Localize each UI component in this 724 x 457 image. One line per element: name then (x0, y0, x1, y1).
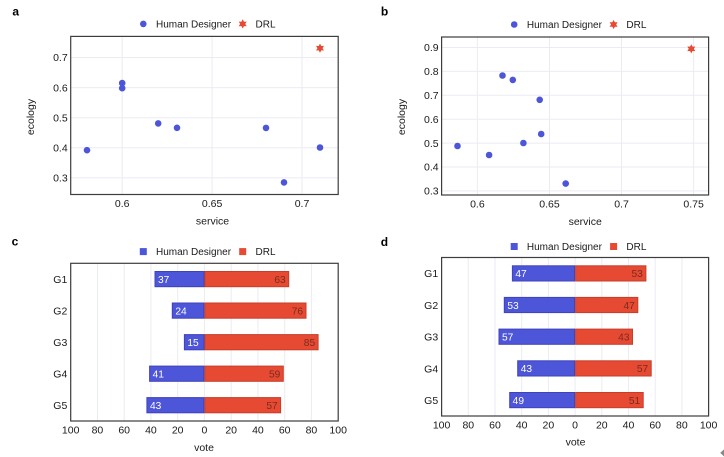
svg-text:Human Designer: Human Designer (156, 247, 232, 258)
svg-text:0.4: 0.4 (424, 162, 439, 174)
svg-text:0.75: 0.75 (683, 199, 704, 211)
svg-text:Human Designer: Human Designer (527, 20, 603, 31)
svg-text:0.7: 0.7 (424, 90, 439, 102)
svg-text:43: 43 (150, 401, 162, 412)
svg-text:24: 24 (175, 306, 187, 317)
svg-text:Human Designer: Human Designer (527, 242, 603, 253)
svg-text:100: 100 (329, 425, 347, 437)
svg-text:57: 57 (502, 332, 514, 343)
svg-text:60: 60 (489, 420, 501, 432)
svg-text:0.65: 0.65 (202, 198, 223, 210)
svg-text:80: 80 (92, 425, 104, 437)
svg-text:57: 57 (637, 364, 649, 375)
svg-text:100: 100 (62, 425, 80, 437)
svg-text:vote: vote (194, 442, 214, 454)
svg-text:60: 60 (279, 425, 291, 437)
svg-text:G3: G3 (53, 337, 67, 349)
svg-text:G1: G1 (424, 268, 438, 280)
svg-text:60: 60 (118, 425, 130, 437)
svg-text:47: 47 (624, 301, 636, 312)
svg-text:53: 53 (507, 301, 519, 312)
svg-text:40: 40 (516, 420, 528, 432)
svg-text:37: 37 (158, 275, 170, 286)
svg-text:20: 20 (225, 425, 237, 437)
svg-text:49: 49 (513, 396, 525, 407)
svg-text:0.5: 0.5 (53, 112, 68, 124)
svg-text:0.9: 0.9 (424, 42, 439, 54)
svg-text:80: 80 (676, 420, 688, 432)
svg-text:63: 63 (274, 275, 286, 286)
svg-text:ecology: ecology (396, 98, 408, 135)
svg-text:vote: vote (566, 436, 586, 448)
svg-text:G2: G2 (424, 300, 438, 312)
svg-text:85: 85 (304, 338, 316, 349)
svg-text:59: 59 (269, 369, 281, 380)
svg-text:0: 0 (572, 420, 578, 432)
svg-text:100: 100 (700, 420, 718, 432)
svg-text:43: 43 (618, 332, 630, 343)
svg-text:40: 40 (145, 425, 157, 437)
svg-text:service: service (196, 216, 229, 228)
svg-text:47: 47 (515, 269, 527, 280)
svg-text:0: 0 (202, 425, 208, 437)
svg-text:G5: G5 (53, 400, 67, 412)
svg-text:0.4: 0.4 (53, 143, 68, 155)
svg-text:41: 41 (153, 369, 165, 380)
svg-text:G5: G5 (424, 395, 438, 407)
svg-text:51: 51 (629, 396, 641, 407)
svg-text:Human Designer: Human Designer (156, 20, 232, 31)
svg-text:d: d (381, 235, 388, 249)
svg-text:ecology: ecology (25, 98, 37, 135)
svg-text:0.7: 0.7 (614, 199, 629, 211)
svg-text:DRL: DRL (626, 242, 646, 253)
svg-text:80: 80 (462, 420, 474, 432)
svg-text:0.6: 0.6 (115, 198, 130, 210)
svg-text:0.8: 0.8 (424, 66, 439, 78)
svg-text:G1: G1 (53, 274, 67, 286)
svg-text:c: c (12, 235, 19, 249)
svg-text:G4: G4 (53, 369, 67, 381)
svg-text:20: 20 (172, 425, 184, 437)
svg-text:service: service (569, 216, 602, 228)
svg-text:0.6: 0.6 (53, 82, 68, 94)
svg-text:15: 15 (187, 338, 199, 349)
svg-text:0.3: 0.3 (53, 173, 68, 185)
svg-text:G3: G3 (424, 332, 438, 344)
svg-text:40: 40 (252, 425, 264, 437)
svg-text:40: 40 (623, 420, 635, 432)
svg-text:0.6: 0.6 (470, 199, 485, 211)
svg-text:DRL: DRL (256, 247, 276, 258)
svg-text:53: 53 (632, 269, 644, 280)
svg-text:G4: G4 (424, 363, 438, 375)
svg-text:0.3: 0.3 (424, 186, 439, 198)
svg-text:0.7: 0.7 (295, 198, 310, 210)
svg-text:80: 80 (306, 425, 318, 437)
svg-text:0.65: 0.65 (539, 199, 560, 211)
svg-text:76: 76 (292, 306, 304, 317)
svg-text:DRL: DRL (626, 20, 646, 31)
svg-text:57: 57 (266, 401, 278, 412)
svg-text:DRL: DRL (256, 20, 276, 31)
svg-text:0.5: 0.5 (424, 138, 439, 150)
svg-text:100: 100 (433, 420, 451, 432)
svg-text:0.6: 0.6 (424, 114, 439, 126)
svg-text:20: 20 (543, 420, 555, 432)
svg-text:a: a (12, 5, 19, 19)
svg-text:0.7: 0.7 (53, 52, 68, 64)
svg-text:b: b (381, 5, 388, 19)
svg-text:43: 43 (521, 364, 533, 375)
svg-text:G2: G2 (53, 305, 67, 317)
svg-text:20: 20 (596, 420, 608, 432)
svg-text:60: 60 (649, 420, 661, 432)
